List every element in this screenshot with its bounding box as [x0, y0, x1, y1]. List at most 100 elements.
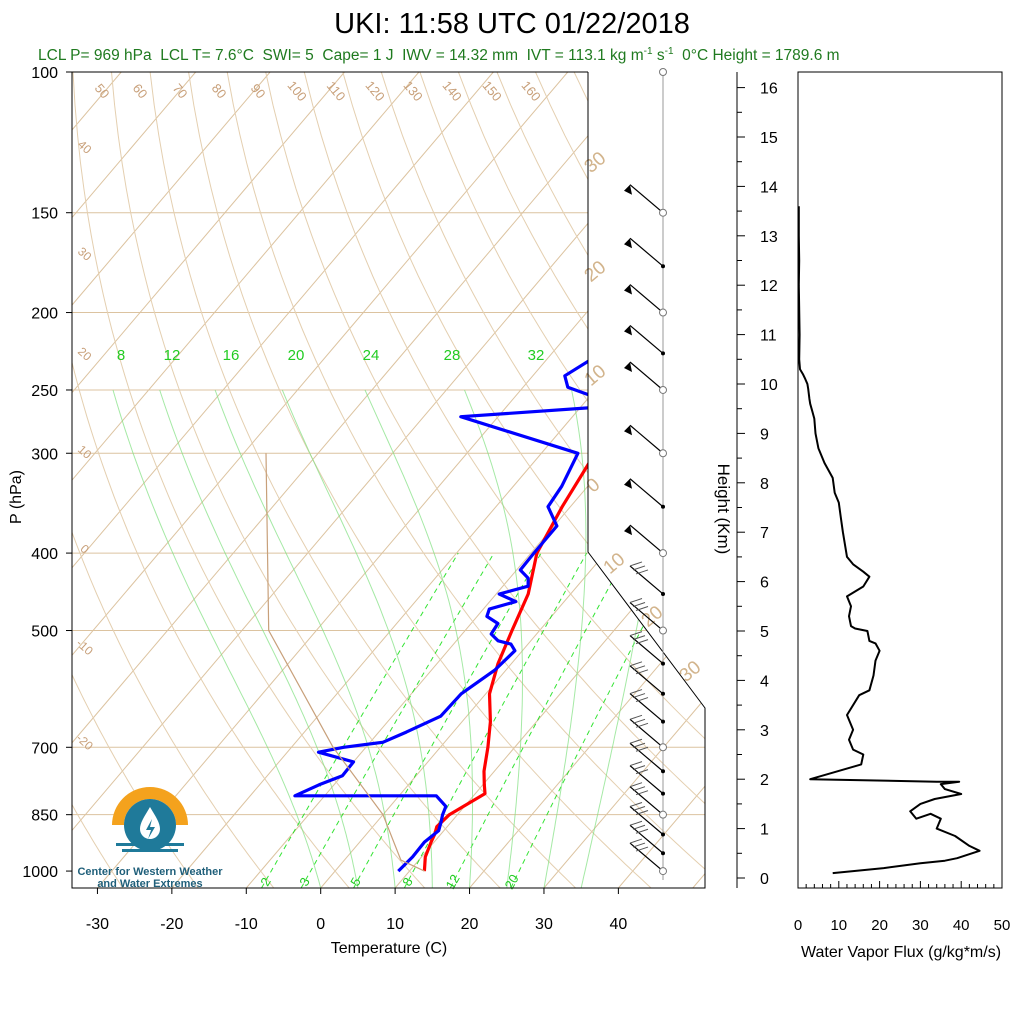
mixing-ratio-label: 12 [442, 872, 462, 892]
ivt-prefix: IVT = 113.1 kg m [526, 47, 644, 65]
skewt-x-axis-label: Temperature (C) [331, 940, 447, 957]
parcel-profile-line [265, 453, 425, 872]
dry-adiabat-label: 50 [92, 81, 113, 102]
logo-caption-line-1: Center for Western Weather [77, 866, 223, 878]
height-tick-label: 16 [760, 81, 778, 98]
temperature-profile-line [422, 211, 705, 872]
isotherm-line [72, 72, 345, 888]
isotherm-label: -20 [74, 731, 96, 753]
moist-adiabat-line [214, 389, 396, 888]
pressure-tick-label: 850 [31, 808, 58, 825]
height-tick-label: 15 [760, 130, 778, 147]
wind-barb [629, 689, 664, 723]
wind-barb [629, 598, 664, 631]
wind-barb [629, 561, 664, 595]
mixing-ratio-label: 32 [528, 347, 545, 364]
wind-level-ring [659, 867, 667, 876]
wind-barb [624, 478, 664, 508]
height-tick-label: 6 [760, 575, 769, 592]
wind-barb [624, 524, 664, 554]
dewpoint-profile-line [293, 211, 705, 873]
isotherm-line [394, 72, 705, 888]
wind-barb [629, 838, 664, 872]
isotherm-line [72, 72, 494, 888]
isotherm-label: 0 [78, 542, 93, 557]
dry-adiabat-label: 80 [209, 81, 230, 102]
dry-adiabat-label: 60 [130, 81, 151, 102]
wind-barb [629, 661, 664, 695]
isotherm-line [469, 72, 705, 888]
mixing-ratio-line [510, 552, 682, 888]
cape-value: Cape= 1 J [322, 47, 394, 65]
dry-adiabat-line [188, 72, 652, 888]
ivt-mid: s [652, 47, 665, 65]
dry-adiabat-line [457, 72, 705, 888]
temperature-tick-label: 10 [386, 916, 404, 933]
height-tick-label: 8 [760, 476, 769, 493]
moist-adiabat-line [159, 389, 359, 888]
pressure-tick-label: 200 [31, 306, 58, 323]
freezing-level: 0°C Height = 1789.6 m [682, 47, 840, 65]
wind-level-ring [659, 743, 667, 752]
moist-adiabat-label: 0 [583, 474, 605, 497]
ivt-exponent-1: -1 [643, 46, 653, 57]
flux-x-axis-label: Water Vapor Flux (g/kg*m/s) [801, 944, 1001, 961]
height-tick-label: 7 [760, 525, 769, 542]
moist-adiabat-line [112, 389, 322, 888]
temperature-tick-label: 40 [609, 916, 627, 933]
logo-sun-arc [112, 787, 188, 825]
water-vapor-flux-line [797, 206, 981, 875]
dry-adiabat-line [650, 72, 705, 888]
skewt-y-axis-label: P (hPa) [8, 470, 25, 524]
isotherm-label: 30 [75, 244, 95, 264]
moist-adiabat-line [281, 389, 433, 888]
wind-barb [629, 631, 664, 665]
wind-level-ring [659, 308, 667, 317]
wind-barb [629, 761, 664, 795]
pressure-tick-label: 500 [31, 624, 58, 641]
isotherm-line [171, 72, 705, 888]
height-tick-label: 5 [760, 624, 769, 641]
wind-level-ring [659, 626, 667, 635]
wind-barb [629, 714, 664, 748]
mixing-ratio-line [449, 552, 629, 888]
dry-adiabat-line [767, 72, 1024, 888]
flux-tick-label: 30 [912, 917, 929, 934]
moist-adiabat-label: 10 [581, 361, 611, 391]
logo-wave-2 [122, 849, 178, 852]
moist-adiabat-line [364, 389, 473, 888]
dry-adiabat-label: 110 [324, 78, 349, 104]
temperature-tick-label: -20 [160, 916, 183, 933]
height-tick-label: 1 [760, 822, 769, 839]
dry-adiabat-line [149, 72, 576, 888]
height-tick-label: 14 [760, 179, 778, 196]
dry-adiabat-line [111, 72, 501, 888]
pressure-tick-label: 700 [31, 740, 58, 757]
dry-adiabat-line [72, 72, 124, 888]
height-tick-label: 0 [760, 871, 769, 888]
mixing-ratio-line [300, 552, 495, 888]
dry-adiabat-line [72, 72, 275, 888]
dry-adiabat-line [380, 72, 705, 888]
flux-tick-label: 20 [871, 917, 888, 934]
dry-adiabat-line [72, 72, 199, 888]
dry-adiabat-label: 130 [400, 78, 425, 104]
pressure-tick-label: 100 [31, 65, 58, 82]
cw3e-logo [112, 787, 188, 852]
wind-barb [624, 184, 664, 214]
wind-level-ring [659, 208, 667, 217]
temperature-tick-label: 30 [535, 916, 553, 933]
dry-adiabat-line [805, 72, 1024, 888]
mixing-ratio-line [403, 552, 588, 888]
wind-barb [624, 361, 664, 391]
ivt-exponent-2: -1 [664, 46, 674, 57]
flux-tick-label: 0 [794, 917, 802, 934]
mixing-ratio-label: 20 [501, 872, 521, 892]
dry-adiabat-line [72, 72, 426, 888]
dry-adiabat-label: 100 [284, 78, 309, 104]
lcl-temperature: LCL T= 7.6°C [160, 47, 254, 65]
mixing-ratio-label: 24 [363, 347, 380, 364]
dry-adiabat-line [342, 72, 705, 888]
